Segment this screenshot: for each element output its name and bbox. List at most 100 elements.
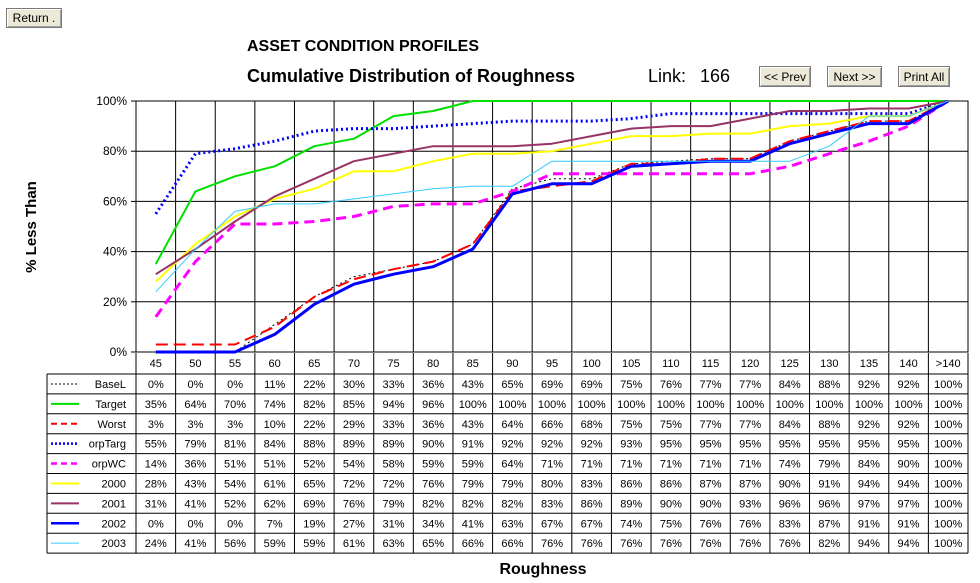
table-cell: 51% (264, 459, 286, 471)
table-cell: 76% (739, 518, 761, 530)
page-title: ASSET CONDITION PROFILES (247, 38, 480, 55)
table-cell: 59% (462, 459, 484, 471)
table-cell: 100% (578, 399, 606, 411)
table-cell: 95% (818, 439, 840, 451)
table-cell: 70% (224, 399, 246, 411)
table-cell: 0% (227, 379, 243, 391)
table-cell: 82% (818, 538, 840, 550)
x-tick-label: 95 (546, 358, 558, 370)
print-all-button[interactable]: Print All (898, 66, 950, 87)
table-cell: 43% (462, 419, 484, 431)
table-cell: 97% (858, 498, 880, 510)
table-cell: 100% (459, 399, 487, 411)
table-cell: 90% (422, 439, 444, 451)
table-cell: 100% (696, 399, 724, 411)
table-cell: 71% (739, 459, 761, 471)
table-cell: 43% (184, 479, 206, 491)
table-cell: 92% (858, 379, 880, 391)
table-cell: 86% (620, 479, 642, 491)
table-cell: 81% (224, 439, 246, 451)
table-cell: 69% (581, 379, 603, 391)
x-tick-label: 105 (622, 358, 640, 370)
x-tick-label: 130 (820, 358, 838, 370)
table-cell: 79% (462, 479, 484, 491)
table-cell: 3% (148, 419, 164, 431)
legend-label: 2002 (102, 518, 126, 530)
table-cell: 66% (462, 538, 484, 550)
return-button[interactable]: Return . (6, 8, 62, 28)
table-cell: 71% (699, 459, 721, 471)
table-cell: 92% (541, 439, 563, 451)
table-cell: 35% (145, 399, 167, 411)
table-cell: 77% (739, 379, 761, 391)
x-tick-label: 120 (741, 358, 759, 370)
table-cell: 87% (699, 479, 721, 491)
table-cell: 100% (934, 498, 962, 510)
x-tick-label: 125 (781, 358, 799, 370)
table-cell: 97% (898, 498, 920, 510)
table-cell: 93% (739, 498, 761, 510)
y-tick-label: 60% (103, 194, 127, 208)
table-cell: 65% (303, 479, 325, 491)
legend-label: orpWC (92, 459, 126, 471)
table-cell: 87% (739, 479, 761, 491)
y-tick-label: 0% (110, 345, 128, 359)
table-cell: 76% (581, 538, 603, 550)
legend-label: Worst (97, 419, 126, 431)
table-cell: 95% (779, 439, 801, 451)
legend-label: 2000 (102, 479, 126, 491)
table-cell: 95% (699, 439, 721, 451)
table-cell: 89% (620, 498, 642, 510)
table-cell: 41% (184, 538, 206, 550)
table-cell: 76% (699, 538, 721, 550)
table-cell: 66% (541, 419, 563, 431)
table-cell: 83% (541, 498, 563, 510)
table-cell: 34% (422, 518, 444, 530)
table-cell: 61% (264, 479, 286, 491)
table-cell: 63% (501, 518, 523, 530)
table-cell: 83% (779, 518, 801, 530)
prev-button[interactable]: << Prev (759, 66, 811, 87)
table-cell: 100% (776, 399, 804, 411)
table-cell: 27% (343, 518, 365, 530)
table-cell: 95% (898, 439, 920, 451)
table-cell: 100% (736, 399, 764, 411)
x-tick-label: 55 (229, 358, 241, 370)
table-cell: 100% (815, 399, 843, 411)
table-cell: 77% (699, 419, 721, 431)
table-cell: 52% (224, 498, 246, 510)
table-cell: 100% (934, 419, 962, 431)
table-cell: 100% (617, 399, 645, 411)
table-cell: 92% (858, 419, 880, 431)
table-cell: 24% (145, 538, 167, 550)
x-tick-label: 45 (150, 358, 162, 370)
table-cell: 94% (898, 479, 920, 491)
table-cell: 94% (383, 399, 405, 411)
table-cell: 74% (620, 518, 642, 530)
table-cell: 33% (383, 419, 405, 431)
next-button[interactable]: Next >> (827, 66, 882, 87)
table-cell: 0% (148, 518, 164, 530)
table-cell: 0% (187, 518, 203, 530)
table-cell: 29% (343, 419, 365, 431)
table-cell: 3% (227, 419, 243, 431)
table-cell: 41% (184, 498, 206, 510)
table-cell: 43% (462, 379, 484, 391)
table-cell: 67% (541, 518, 563, 530)
table-cell: 0% (227, 518, 243, 530)
table-cell: 79% (383, 498, 405, 510)
x-tick-label: 115 (702, 358, 720, 370)
table-cell: 100% (498, 399, 526, 411)
series-line-target (154, 100, 949, 265)
table-cell: 64% (501, 459, 523, 471)
table-cell: 84% (779, 419, 801, 431)
table-cell: 28% (145, 479, 167, 491)
link-display: Link: 166 (648, 66, 730, 87)
table-cell: 64% (501, 419, 523, 431)
table-cell: 63% (383, 538, 405, 550)
table-cell: 92% (898, 379, 920, 391)
table-cell: 54% (343, 459, 365, 471)
table-cell: 74% (264, 399, 286, 411)
table-cell: 75% (620, 379, 642, 391)
table-cell: 76% (620, 538, 642, 550)
